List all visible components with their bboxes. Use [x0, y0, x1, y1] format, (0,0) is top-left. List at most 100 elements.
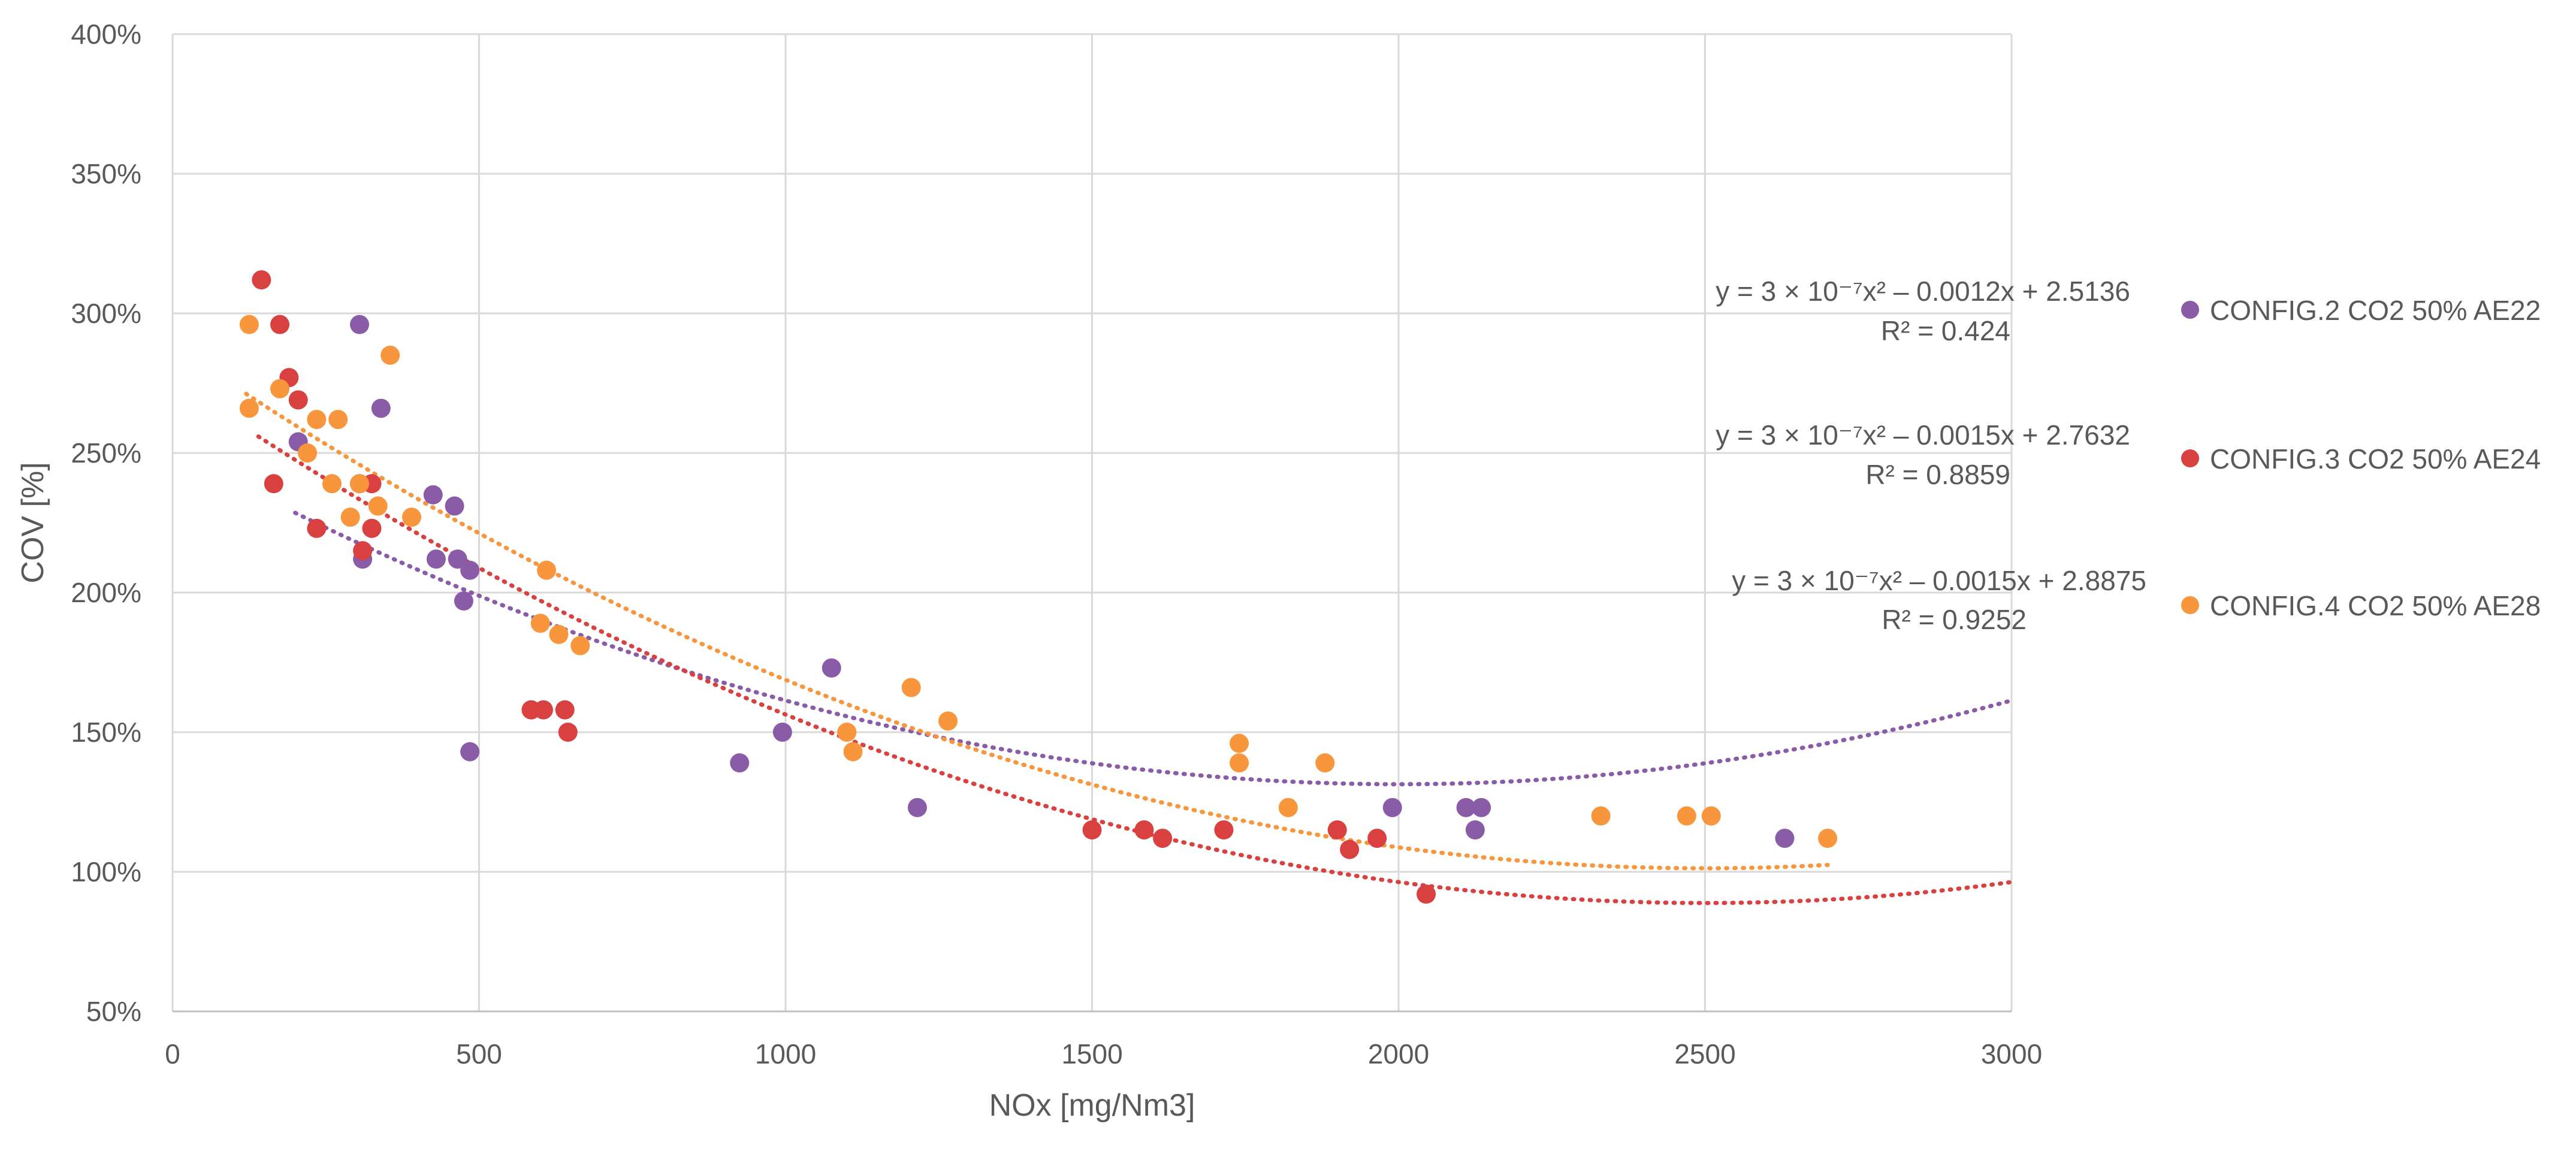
- data-point: [362, 518, 382, 538]
- data-point: [549, 624, 569, 644]
- legend-label: CONFIG.4 CO2 50% AE28: [2210, 590, 2541, 621]
- data-point: [772, 723, 792, 742]
- data-points: [239, 270, 1838, 904]
- trendline-equation: y = 3 × 10⁻⁷x² – 0.0012x + 2.5136: [1716, 276, 2130, 307]
- y-tick-label: 250%: [71, 437, 141, 469]
- data-point: [448, 549, 467, 569]
- data-point: [288, 390, 308, 410]
- x-tick-label: 500: [456, 1038, 502, 1070]
- trendline-r-squared: R² = 0.424: [1881, 315, 2010, 346]
- data-point: [371, 398, 391, 418]
- data-point: [340, 507, 360, 527]
- trendline-equation: y = 3 × 10⁻⁷x² – 0.0015x + 2.7632: [1716, 419, 2130, 451]
- data-point: [307, 518, 327, 538]
- y-tick-label: 100%: [71, 856, 141, 887]
- data-point: [843, 742, 863, 762]
- chart-axes: 0 500 1000 1500 2000 2500 3000 50% 100% 150% 200% 2…: [16, 19, 2042, 1123]
- data-point: [1677, 806, 1696, 826]
- data-point: [307, 410, 327, 430]
- data-point: [1153, 829, 1173, 848]
- data-point: [1775, 829, 1795, 848]
- data-point: [1367, 829, 1387, 848]
- y-tick-label: 400%: [71, 19, 141, 50]
- data-point: [454, 591, 473, 611]
- y-tick-label: 200%: [71, 577, 141, 608]
- legend-marker: [2181, 449, 2199, 467]
- trendline: [293, 510, 2014, 787]
- trendlines: [244, 391, 2014, 905]
- data-point: [907, 797, 927, 817]
- data-point: [1278, 797, 1298, 817]
- data-point: [1465, 820, 1485, 840]
- data-point: [1214, 820, 1234, 840]
- trendline: [256, 434, 2014, 905]
- data-point: [264, 474, 283, 494]
- data-point: [368, 496, 388, 516]
- y-tick-label: 350%: [71, 158, 141, 189]
- x-tick-label: 3000: [1981, 1038, 2042, 1070]
- data-point: [350, 315, 370, 334]
- x-tick-label: 0: [165, 1038, 180, 1070]
- data-point: [1327, 820, 1347, 840]
- data-point: [1591, 806, 1611, 826]
- data-point: [350, 474, 370, 494]
- data-point: [353, 541, 373, 561]
- data-point: [1456, 797, 1476, 817]
- x-tick-label: 2500: [1674, 1038, 1735, 1070]
- data-point: [530, 614, 550, 633]
- data-point: [901, 678, 921, 697]
- data-point: [1082, 820, 1102, 840]
- data-point: [239, 315, 259, 334]
- data-point: [1230, 733, 1249, 753]
- data-point: [460, 742, 480, 762]
- x-tick-label: 1000: [755, 1038, 816, 1070]
- legend-marker: [2181, 301, 2199, 319]
- trendline: [244, 391, 1830, 871]
- legend-label: CONFIG.3 CO2 50% AE24: [2210, 443, 2541, 475]
- data-point: [1315, 753, 1335, 773]
- data-point: [298, 443, 318, 463]
- data-point: [1417, 884, 1436, 904]
- trendline-equation: y = 3 × 10⁻⁷x² – 0.0015x + 2.8875: [1732, 565, 2146, 596]
- data-point: [1472, 797, 1491, 817]
- x-axis-title: NOx [mg/Nm3]: [989, 1088, 1195, 1123]
- data-point: [252, 270, 271, 290]
- data-point: [1230, 753, 1249, 773]
- y-tick-label: 150%: [71, 717, 141, 748]
- data-point: [558, 723, 578, 742]
- data-point: [837, 723, 857, 742]
- trendline-r-squared: R² = 0.8859: [1865, 459, 2010, 490]
- trendline-r-squared: R² = 0.9252: [1882, 604, 2027, 635]
- data-point: [239, 398, 259, 418]
- data-point: [423, 485, 443, 504]
- legend-marker: [2181, 596, 2199, 614]
- legend-label: CONFIG.2 CO2 50% AE22: [2210, 295, 2541, 326]
- x-tick-label: 1500: [1061, 1038, 1122, 1070]
- legend: CONFIG.2 CO2 50% AE22 CONFIG.3 CO2 50% AE…: [2181, 295, 2541, 621]
- data-point: [270, 379, 290, 398]
- y-tick-label: 300%: [71, 298, 141, 329]
- data-point: [328, 410, 348, 430]
- data-point: [533, 700, 553, 720]
- data-point: [322, 474, 342, 494]
- y-tick-label: 50%: [86, 996, 141, 1027]
- data-point: [270, 315, 290, 334]
- x-tick-label: 2000: [1368, 1038, 1429, 1070]
- chart-labels: y = 3 × 10⁻⁷x² – 0.0012x + 2.5136 R² = 0.…: [1716, 276, 2146, 635]
- data-point: [1340, 839, 1360, 859]
- chart-gridlines: [173, 33, 2013, 1011]
- data-point: [537, 560, 557, 580]
- y-axis-title: COV [%]: [16, 462, 50, 583]
- data-point: [460, 560, 480, 580]
- data-point: [1134, 820, 1154, 840]
- data-point: [938, 711, 958, 731]
- data-point: [426, 549, 446, 569]
- data-point: [570, 636, 590, 655]
- data-point: [822, 658, 841, 678]
- data-point: [1818, 829, 1838, 848]
- data-point: [1701, 806, 1721, 826]
- data-point: [445, 496, 464, 516]
- data-point: [380, 345, 400, 365]
- data-point: [1382, 797, 1402, 817]
